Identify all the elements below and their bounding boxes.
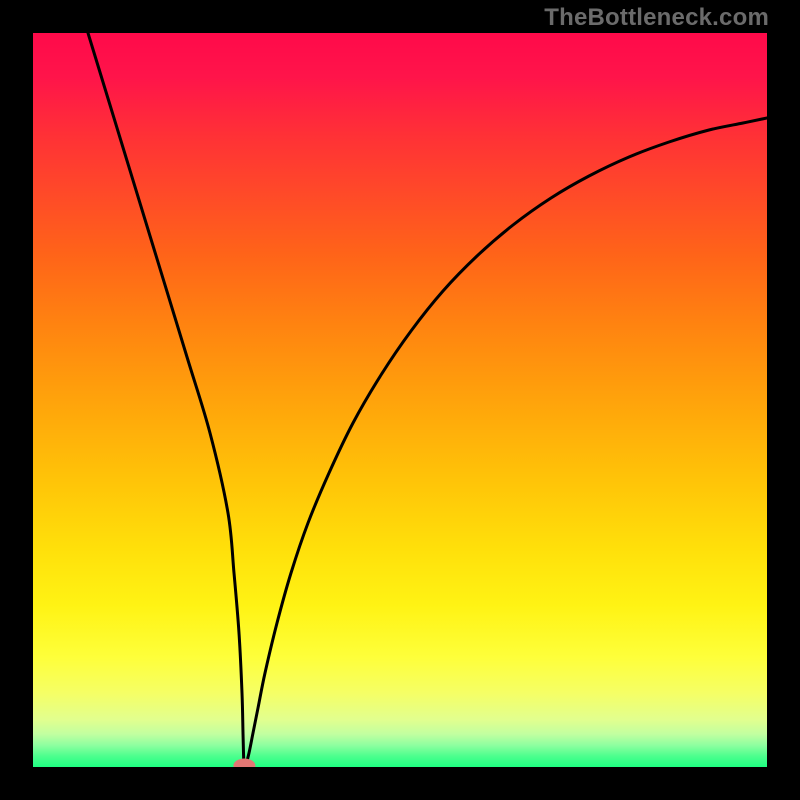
bottleneck-chart xyxy=(0,0,800,800)
plot-background-gradient xyxy=(33,33,767,767)
watermark-label: TheBottleneck.com xyxy=(544,4,769,32)
